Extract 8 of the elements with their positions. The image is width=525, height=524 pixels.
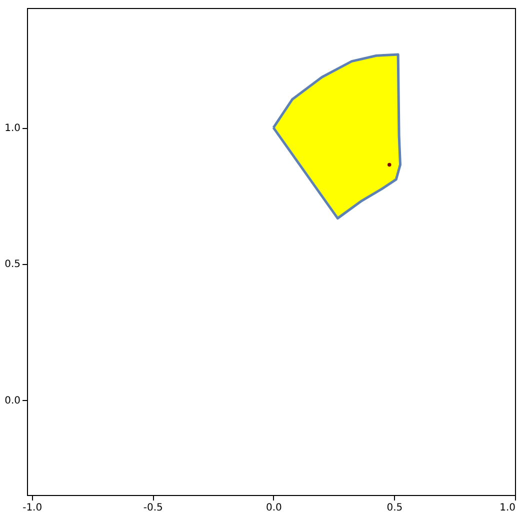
y-tick-label: 1.0 [4, 123, 20, 134]
x-tick-label: 0.0 [266, 502, 282, 514]
y-tick-label: 0.5 [4, 259, 20, 270]
x-tick-label: -0.5 [143, 502, 163, 514]
x-tick-label: 0.5 [386, 502, 403, 514]
x-tick-label: -1.0 [22, 502, 42, 514]
y-tick-label: 0.0 [4, 395, 20, 406]
x-tick-label: 1.0 [500, 502, 516, 514]
